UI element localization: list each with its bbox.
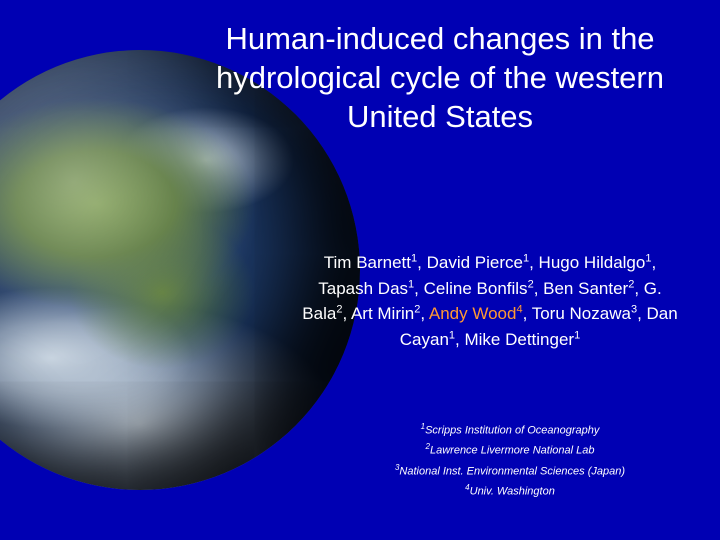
author: Tim Barnett1	[324, 253, 417, 272]
authors-block: Tim Barnett1, David Pierce1, Hugo Hildal…	[300, 250, 680, 352]
author: Toru Nozawa3	[532, 304, 637, 323]
author: Tapash Das1	[318, 279, 414, 298]
slide-title: Human-induced changes in the hydrologica…	[200, 20, 680, 136]
author: David Pierce1	[427, 253, 530, 272]
author: Ben Santer2	[543, 279, 634, 298]
affiliation: 2Lawrence Livermore National Lab	[340, 440, 680, 460]
author: Celine Bonfils2	[424, 279, 534, 298]
author: Mike Dettinger1	[464, 330, 580, 349]
affiliation: 1Scripps Institution of Oceanography	[340, 420, 680, 440]
affiliation: 3National Inst. Environmental Sciences (…	[340, 461, 680, 481]
affiliations-block: 1Scripps Institution of Oceanography2Law…	[340, 420, 680, 501]
author: Art Mirin2	[351, 304, 420, 323]
affiliation: 4Univ. Washington	[340, 481, 680, 501]
author: Hugo Hildalgo1	[539, 253, 652, 272]
author: Andy Wood4	[429, 304, 523, 323]
